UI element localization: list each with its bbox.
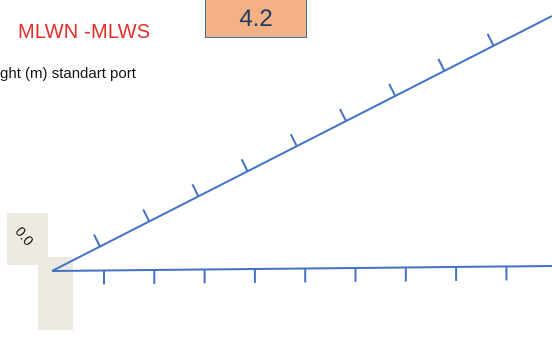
lower-scale-ticks: [103, 266, 508, 285]
lower-scale-line: [51, 265, 552, 272]
upper-scale-tick: [240, 158, 249, 172]
upper-scale-tick: [93, 234, 101, 247]
range-value-box: 4.2: [205, 0, 307, 38]
upper-scale-tick: [486, 33, 495, 47]
upper-scale-tick: [142, 208, 151, 222]
origin-label-box: [7, 213, 48, 265]
upper-scale-ticks: [93, 33, 495, 247]
range-title: MLWN -MLWS: [18, 21, 151, 43]
upper-scale-tick: [339, 108, 347, 122]
upper-scale-tick: [289, 133, 298, 147]
upper-scale-tick: [388, 83, 397, 97]
upper-scale-tick: [437, 58, 446, 72]
upper-scale-tick: [191, 183, 200, 197]
axis-subtitle: height (m) standart port: [0, 65, 136, 82]
upper-scale-line: [51, 15, 552, 272]
